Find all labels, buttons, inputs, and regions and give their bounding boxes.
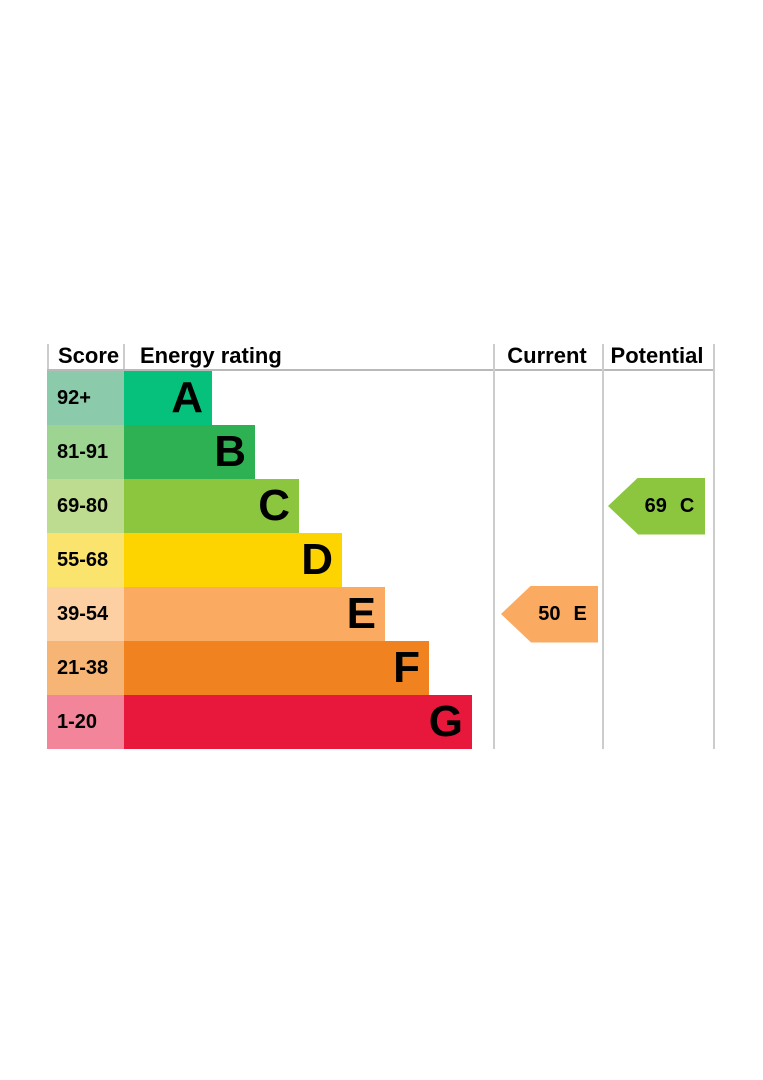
rating-letter-b: B	[214, 427, 246, 476]
epc-rating-chart: Score Energy rating Current Potential 92…	[47, 344, 715, 749]
score-range-a: 92+	[47, 371, 124, 425]
band-row-d: 55-68 D	[47, 533, 472, 587]
divider-header-left	[47, 344, 49, 369]
header-score: Score	[58, 343, 120, 368]
score-range-f: 21-38	[47, 641, 124, 695]
score-range-c: 69-80	[47, 479, 124, 533]
band-row-a: 92+ A	[47, 371, 472, 425]
rating-letter-d: D	[301, 535, 333, 584]
rating-letter-g: G	[428, 697, 463, 746]
band-row-e: 39-54 E	[47, 587, 472, 641]
score-range-d: 55-68	[47, 533, 124, 587]
rating-bar-e: E	[124, 587, 385, 641]
score-range-g: 1-20	[47, 695, 124, 749]
rating-bar-b: B	[124, 425, 255, 479]
potential-rating-letter: C	[679, 494, 695, 517]
band-row-b: 81-91 B	[47, 425, 472, 479]
chart-header: Score Energy rating Current Potential	[47, 344, 715, 371]
potential-score-value: 69	[644, 494, 667, 517]
header-underline	[47, 369, 715, 371]
score-range-b: 81-91	[47, 425, 124, 479]
header-current: Current	[507, 343, 587, 368]
band-rows: 92+ A 81-91 B 69-80 C 55-68 D 39-54 E 21-38 F 1-20 G	[47, 371, 472, 749]
rating-bar-g: G	[124, 695, 472, 749]
divider-rating-current	[493, 344, 495, 749]
rating-bar-c: C	[124, 479, 299, 533]
band-row-g: 1-20 G	[47, 695, 472, 749]
rating-letter-c: C	[258, 481, 290, 530]
divider-right-edge	[713, 344, 715, 749]
current-rating-arrow: 50 E	[501, 585, 598, 643]
rating-letter-f: F	[393, 643, 420, 692]
rating-letter-a: A	[171, 373, 203, 422]
rating-bar-f: F	[124, 641, 429, 695]
header-rating: Energy rating	[140, 343, 282, 368]
potential-rating-arrow: 69 C	[608, 477, 705, 535]
rating-letter-e: E	[346, 589, 376, 638]
rating-bar-d: D	[124, 533, 342, 587]
score-range-e: 39-54	[47, 587, 124, 641]
rating-bar-a: A	[124, 371, 212, 425]
divider-current-potential	[602, 344, 604, 749]
header-potential: Potential	[610, 343, 704, 368]
current-score-value: 50	[538, 602, 561, 625]
band-row-c: 69-80 C	[47, 479, 472, 533]
band-row-f: 21-38 F	[47, 641, 472, 695]
current-rating-letter: E	[573, 602, 587, 625]
divider-score-rating	[123, 344, 125, 369]
